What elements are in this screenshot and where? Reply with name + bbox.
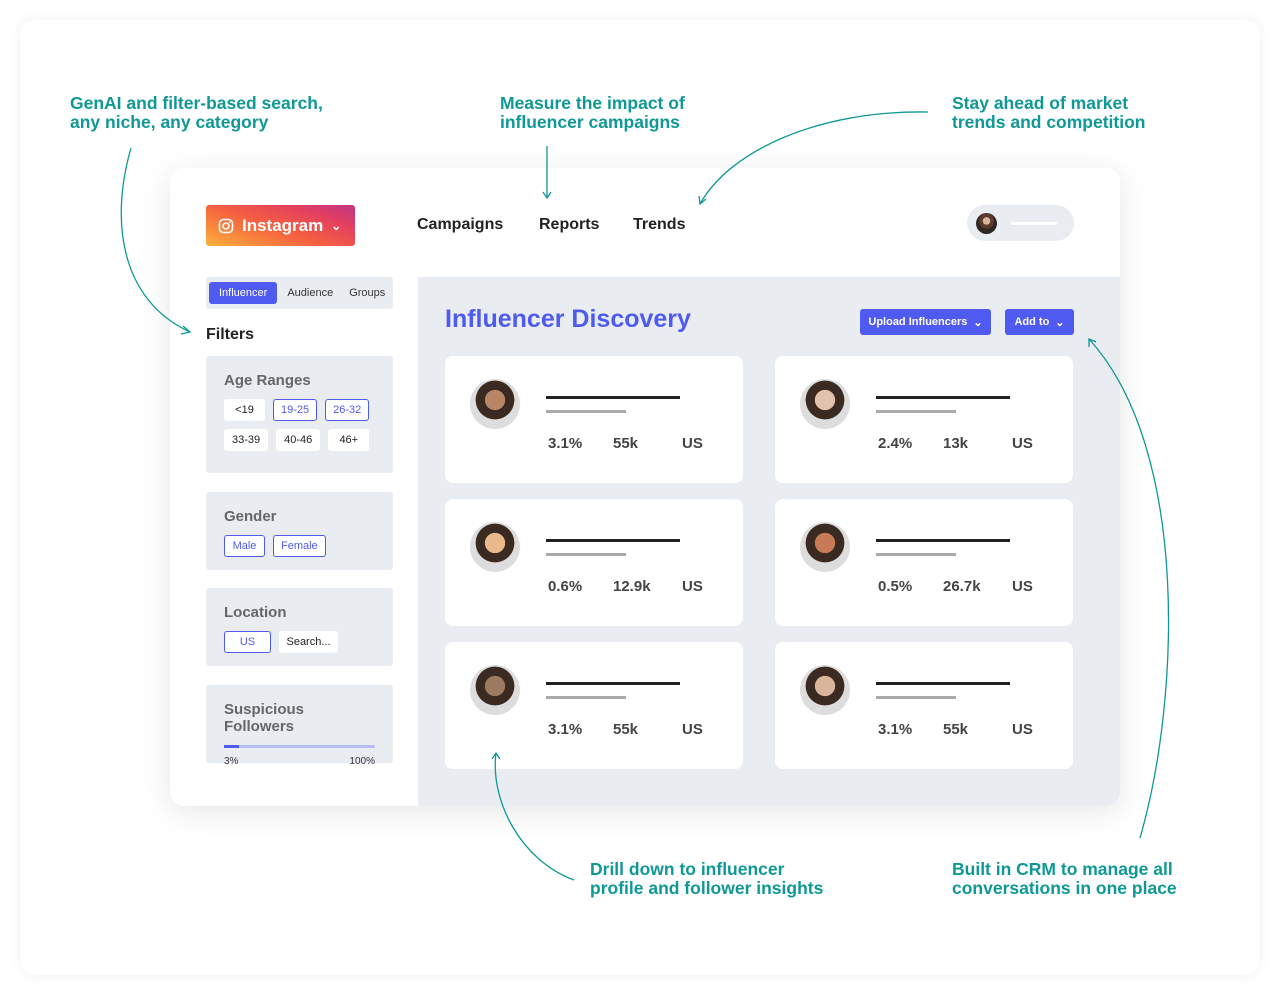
chevron-down-icon: ⌄ [1055,316,1065,329]
avatar [470,522,520,572]
country: US [682,435,703,452]
engagement-rate: 3.1% [878,721,913,738]
country: US [682,578,703,595]
suspicious-slider[interactable] [224,745,375,748]
page-title: Influencer Discovery [445,305,691,333]
follower-count: 26.7k [943,578,981,595]
user-menu[interactable] [967,205,1074,241]
tab-influencer[interactable]: Influencer [209,282,278,304]
influencer-card[interactable]: 3.1% 55k US [445,356,743,483]
annotation-impact: Measure the impact of influencer campaig… [500,93,685,132]
follower-count: 55k [613,435,639,452]
engagement-rate: 0.5% [878,578,913,595]
sidebar-tabs: Influencer Audience Groups [206,277,393,309]
engagement-rate: 0.6% [548,578,583,595]
gender-male[interactable]: Male [224,535,265,557]
chevron-down-icon: ⌄ [331,218,342,233]
name-placeholder [876,396,1010,399]
suspicious-title: Suspicious Followers [224,701,305,735]
addto-label: Add to [1014,316,1050,328]
gender-female[interactable]: Female [273,535,326,557]
location-filter: Location US Search... [206,588,393,666]
instagram-icon [218,218,234,233]
gender-title: Gender [224,508,277,525]
location-us[interactable]: US [224,631,271,653]
tab-groups[interactable]: Groups [349,287,386,299]
engagement-rate: 3.1% [548,435,583,452]
influencer-card[interactable]: 2.4% 13k US [775,356,1073,483]
age-filter: Age Ranges <19 19-25 26-32 33-39 40-46 46+ [206,356,393,473]
arrow-crm [1088,338,1170,839]
name-placeholder [876,539,1010,542]
age-option[interactable]: 40-46 [276,429,321,451]
app-window: Instagram ⌄ Campaigns Reports Trends Inf… [170,168,1120,806]
tab-audience[interactable]: Audience [287,287,334,299]
platform-label: Instagram [242,215,324,235]
add-to-button[interactable]: Add to ⌄ [1005,309,1074,335]
slider-max: 100% [349,756,375,767]
country: US [1012,578,1033,595]
engagement-rate: 2.4% [878,435,913,452]
age-title: Age Ranges [224,372,311,389]
location-title: Location [224,604,287,621]
follower-count: 13k [943,435,969,452]
slider-fill [224,745,240,748]
annotation-search: GenAI and filter-based search, any niche… [70,93,323,132]
name-placeholder [546,682,680,685]
suspicious-filter: Suspicious Followers 3% 100% [206,685,393,767]
name-placeholder [546,396,680,399]
nav-reports[interactable]: Reports [539,216,600,233]
chevron-down-icon: ⌄ [973,316,983,329]
influencer-card[interactable]: 3.1% 55k US [445,642,743,769]
upload-influencers-button[interactable]: Upload Influencers ⌄ [860,309,991,335]
name-placeholder [546,539,680,542]
annotation-crm: Built in CRM to manage all conversations… [952,859,1177,898]
follower-count: 12.9k [613,578,651,595]
avatar [976,213,997,234]
username-placeholder [1011,222,1057,225]
age-option[interactable]: <19 [224,399,265,421]
engagement-rate: 3.1% [548,721,583,738]
avatar [800,665,850,715]
handle-placeholder [876,696,956,699]
handle-placeholder [876,553,956,556]
annotation-trends: Stay ahead of market trends and competit… [952,93,1146,132]
arrow-drill [494,752,575,881]
platform-selector[interactable]: Instagram ⌄ [206,205,355,246]
follower-count: 55k [613,721,639,738]
age-option[interactable]: 19-25 [273,399,318,421]
filters-heading: Filters [206,326,255,343]
upload-label: Upload Influencers [868,316,968,328]
country: US [682,721,703,738]
country: US [1012,721,1033,738]
influencer-card[interactable]: 0.5% 26.7k US [775,499,1073,626]
avatar [470,665,520,715]
handle-placeholder [546,696,626,699]
handle-placeholder [546,410,626,413]
avatar [800,379,850,429]
arrow-trends [699,111,929,205]
influencer-card[interactable]: 0.6% 12.9k US [445,499,743,626]
nav-campaigns[interactable]: Campaigns [417,216,504,233]
gender-filter: Gender Male Female [206,492,393,570]
annotation-drill: Drill down to influencer profile and fol… [590,859,824,898]
age-option[interactable]: 33-39 [224,429,269,451]
handle-placeholder [546,553,626,556]
location-search-input[interactable]: Search... [279,631,338,653]
avatar [470,379,520,429]
slider-min: 3% [224,756,239,767]
age-option[interactable]: 46+ [328,429,370,451]
avatar [800,522,850,572]
arrow-search [120,147,191,333]
name-placeholder [876,682,1010,685]
influencer-card[interactable]: 3.1% 55k US [775,642,1073,769]
country: US [1012,435,1033,452]
main-panel: Influencer Discovery Upload Influencers ⌄… [418,277,1120,806]
nav-trends[interactable]: Trends [633,216,686,233]
handle-placeholder [876,410,956,413]
follower-count: 55k [943,721,969,738]
age-option[interactable]: 26-32 [325,399,370,421]
